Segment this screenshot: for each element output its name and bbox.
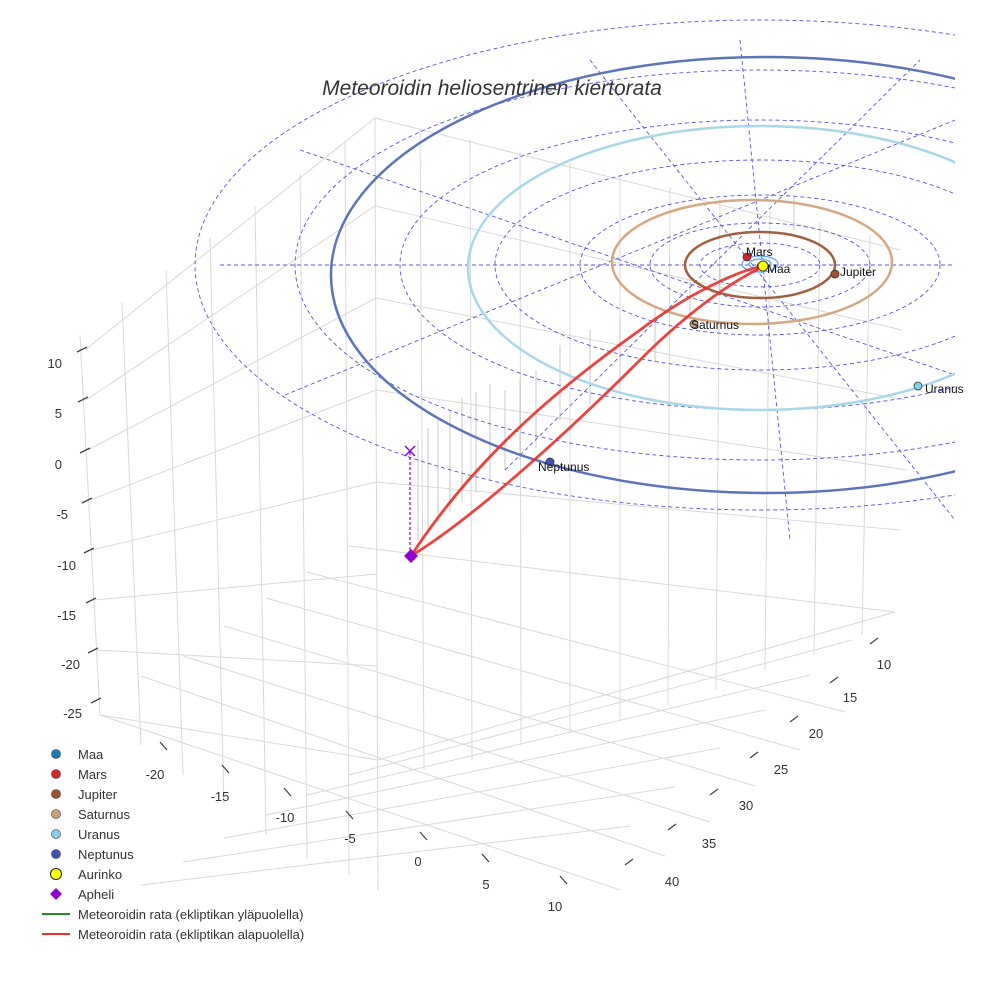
y-tick-label: 20 bbox=[809, 726, 823, 741]
aphelion-projection-marker bbox=[404, 445, 416, 457]
x-axis-ticks: -20 -15 -10 -5 0 5 10 bbox=[146, 767, 563, 914]
axis-tick-marks bbox=[76, 346, 879, 885]
legend-item[interactable]: Saturnus bbox=[38, 804, 368, 824]
legend-label: Meteoroidin rata (ekliptikan yläpuolella… bbox=[78, 906, 304, 922]
legend-label: Meteoroidin rata (ekliptikan alapuolella… bbox=[78, 926, 305, 942]
legend-swatch-icon bbox=[38, 824, 74, 844]
grid-lines bbox=[79, 117, 908, 891]
planet-marker-mars bbox=[742, 252, 752, 262]
z-tick-label: 10 bbox=[48, 356, 62, 371]
legend-item[interactable]: Uranus bbox=[38, 824, 368, 844]
label-saturnus: Saturnus bbox=[691, 318, 739, 332]
z-tick-label: -5 bbox=[56, 507, 68, 522]
y-tick-label: 15 bbox=[843, 690, 857, 705]
z-tick-label: 0 bbox=[55, 457, 62, 472]
markers bbox=[404, 252, 923, 563]
legend-swatch-icon bbox=[38, 764, 74, 784]
planet-marker-saturnus bbox=[689, 319, 699, 329]
legend-item[interactable]: Meteoroidin rata (ekliptikan yläpuolella… bbox=[38, 904, 368, 924]
z-tick-label: -25 bbox=[63, 706, 82, 721]
legend-swatch-icon bbox=[38, 804, 74, 824]
x-tick-label: 10 bbox=[548, 899, 562, 914]
label-maa: Maa bbox=[767, 262, 791, 276]
label-jupiter: Jupiter bbox=[840, 265, 876, 279]
orbit-saturnus bbox=[610, 198, 894, 326]
chart-title: Meteoroidin heliosentrinen kiertorata bbox=[322, 77, 662, 100]
aphelion-marker bbox=[404, 549, 418, 563]
x-tick-label: -20 bbox=[146, 767, 165, 782]
y-tick-label: 35 bbox=[702, 836, 716, 851]
planet-orbits bbox=[329, 55, 955, 495]
label-neptunus: Neptunus bbox=[538, 460, 589, 474]
planet-labels: Mars Maa Jupiter Saturnus Uranus Neptunu… bbox=[538, 245, 964, 474]
x-tick-label: -15 bbox=[211, 789, 230, 804]
legend-item[interactable]: Aurinko bbox=[38, 864, 368, 884]
legend-swatch-icon bbox=[38, 884, 74, 904]
orbit-uranus bbox=[466, 124, 955, 412]
legend-label: Maa bbox=[78, 746, 104, 762]
y-axis-ticks: 10 15 20 25 30 35 40 bbox=[665, 657, 891, 889]
y-tick-label: 30 bbox=[739, 798, 753, 813]
planet-marker-jupiter bbox=[830, 269, 840, 279]
label-mars: Mars bbox=[746, 245, 773, 259]
sun-marker bbox=[757, 260, 769, 272]
z-tick-label: -20 bbox=[61, 657, 80, 672]
y-tick-label: 40 bbox=[665, 874, 679, 889]
legend-swatch-icon bbox=[38, 904, 74, 924]
ecliptic-plane bbox=[194, 19, 955, 541]
planet-marker-uranus bbox=[913, 381, 923, 391]
legend-label: Neptunus bbox=[78, 846, 134, 862]
z-tick-label: 5 bbox=[55, 406, 62, 421]
planet-marker-neptunus bbox=[545, 457, 555, 467]
legend: Maa Mars Jupiter Saturnus Uranus Neptunus Auri… bbox=[38, 744, 368, 944]
legend-swatch-icon bbox=[38, 844, 74, 864]
aphelion-projection-x bbox=[404, 445, 416, 457]
legend-label: Apheli bbox=[78, 886, 115, 902]
legend-item[interactable]: Jupiter bbox=[38, 784, 368, 804]
label-uranus: Uranus bbox=[925, 382, 964, 396]
legend-label: Saturnus bbox=[78, 806, 131, 822]
legend-swatch-icon bbox=[38, 784, 74, 804]
orbit-jupiter bbox=[683, 230, 837, 300]
x-tick-label: -10 bbox=[276, 810, 295, 825]
legend-item[interactable]: Neptunus bbox=[38, 844, 368, 864]
z-axis-ticks: 10 5 0 -5 -10 -15 -20 -25 bbox=[48, 356, 82, 721]
legend-swatch-icon bbox=[38, 924, 74, 944]
legend-label: Uranus bbox=[78, 826, 120, 842]
legend-label: Aurinko bbox=[78, 866, 123, 882]
legend-item[interactable]: Maa bbox=[38, 744, 368, 764]
z-tick-label: -10 bbox=[57, 558, 76, 573]
x-tick-label: 0 bbox=[414, 854, 421, 869]
x-tick-label: -5 bbox=[344, 831, 356, 846]
z-tick-label: -15 bbox=[57, 608, 76, 623]
x-tick-label: 5 bbox=[482, 877, 489, 892]
y-tick-label: 10 bbox=[877, 657, 891, 672]
legend-item[interactable]: Meteoroidin rata (ekliptikan alapuolella… bbox=[38, 924, 368, 944]
legend-item[interactable]: Mars bbox=[38, 764, 368, 784]
legend-label: Jupiter bbox=[78, 786, 118, 802]
legend-item[interactable]: Apheli bbox=[38, 884, 368, 904]
legend-swatch-icon bbox=[38, 744, 74, 764]
legend-swatch-icon bbox=[38, 864, 74, 884]
y-tick-label: 25 bbox=[774, 762, 788, 777]
legend-label: Mars bbox=[78, 766, 107, 782]
orbit-neptunus bbox=[329, 55, 955, 495]
